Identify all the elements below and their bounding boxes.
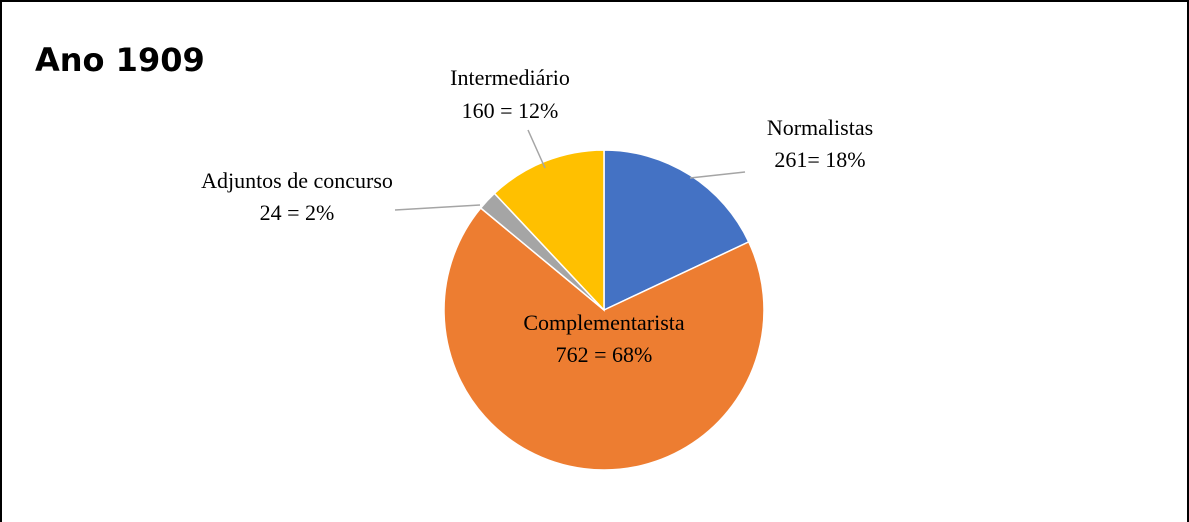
slice-label: Complementarista	[523, 310, 685, 335]
slice-value-label: 762 = 68%	[556, 342, 653, 367]
slice-value-label: 261= 18%	[774, 147, 865, 172]
slice-label: Intermediário	[450, 65, 570, 90]
leader-line	[394, 204, 481, 211]
chart-title: Ano 1909	[35, 41, 205, 79]
leader-line	[689, 171, 746, 179]
pie-slice	[493, 149, 605, 312]
slice-value-label: 160 = 12%	[462, 98, 559, 123]
slice-value-label: 24 = 2%	[260, 200, 335, 225]
pie-slice	[603, 149, 750, 312]
slice-label: Normalistas	[767, 115, 873, 140]
pie-slice	[443, 206, 765, 471]
slice-label: Adjuntos de concurso	[201, 168, 393, 193]
leader-line	[527, 129, 546, 169]
